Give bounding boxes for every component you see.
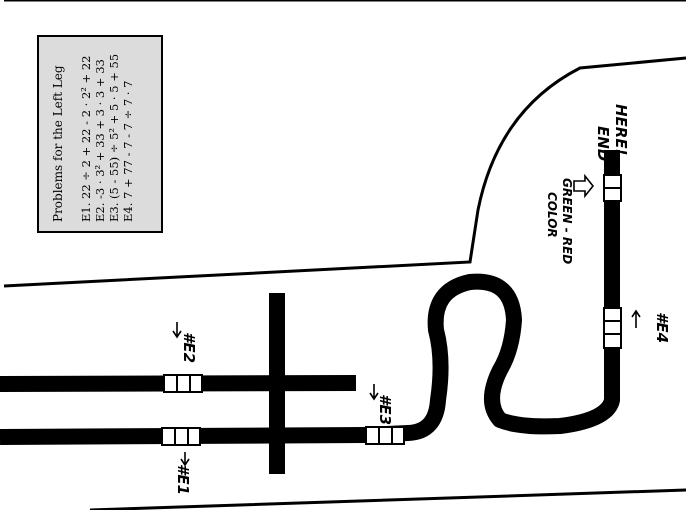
arrow-down-icon bbox=[180, 452, 190, 467]
end-line1: END bbox=[594, 126, 612, 161]
label-e1: #E1 bbox=[174, 464, 192, 495]
end-here-label: END HERE! bbox=[594, 104, 630, 161]
arrow-down-icon bbox=[369, 384, 379, 401]
problem-e2: E2. -3 · 3² + 33 + 3 · 3 + 33 bbox=[93, 59, 107, 222]
color-line2: GREEN - RED bbox=[560, 178, 574, 264]
label-e4-text: #E4 bbox=[653, 312, 671, 343]
arrow-right-icon bbox=[573, 173, 595, 199]
end-line2: HERE! bbox=[612, 104, 630, 155]
label-e2-text: #E2 bbox=[180, 332, 198, 363]
label-e3: #E3 bbox=[376, 394, 394, 425]
color-line1: COLOR bbox=[545, 192, 559, 238]
cells-e2 bbox=[163, 374, 203, 393]
problems-title: Problems for the Left Leg bbox=[51, 65, 65, 222]
track-squiggle bbox=[365, 150, 620, 443]
problems-box: Problems for the Left Leg E1. 22 ÷ 2 + 2… bbox=[37, 35, 163, 233]
cells-e1 bbox=[161, 427, 201, 446]
label-e3-text: #E3 bbox=[376, 394, 394, 425]
label-e2: #E2 bbox=[180, 332, 198, 363]
label-e1-text: #E1 bbox=[174, 464, 192, 495]
problem-e1: E1. 22 ÷ 2 + 22 - 2 · 2² + 22 bbox=[79, 56, 93, 223]
cells-e4 bbox=[603, 307, 622, 349]
problem-e3: E3. (5 - 55) ÷ 5² + 5 · 5 + 55 bbox=[107, 54, 121, 222]
problem-e4: E4. 7 + 77 - 7 - 7 ÷ 7 · 7 bbox=[121, 81, 135, 223]
board-outline bbox=[3, 0, 686, 512]
arrow-down-icon bbox=[172, 322, 182, 339]
color-instruction: COLOR GREEN - RED bbox=[545, 178, 574, 264]
cells-e3 bbox=[365, 426, 405, 445]
cells-end bbox=[603, 174, 622, 202]
arrow-up-icon bbox=[631, 309, 641, 328]
label-e4: #E4 bbox=[653, 312, 671, 343]
